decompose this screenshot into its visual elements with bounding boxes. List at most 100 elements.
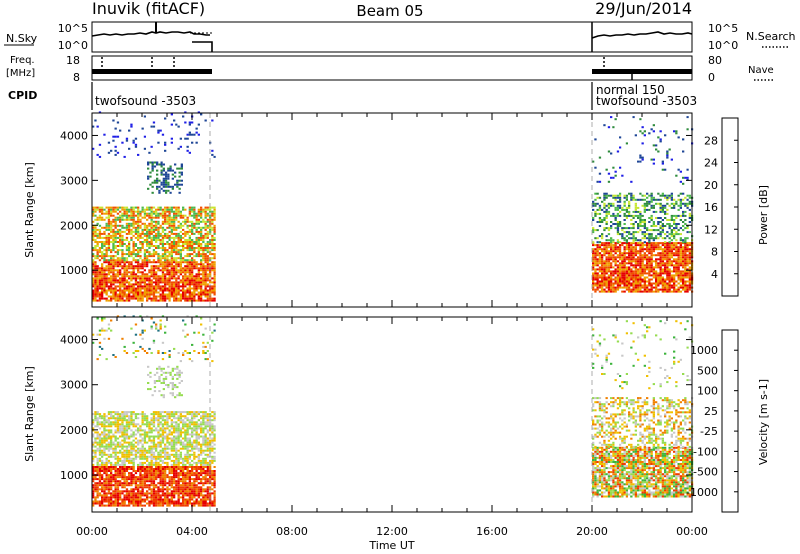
power-cell	[641, 231, 644, 234]
power-cell	[146, 295, 149, 298]
velocity-cell	[202, 488, 205, 491]
power-cell	[605, 282, 608, 285]
velocity-cell	[143, 494, 146, 497]
power-cell	[664, 212, 667, 215]
power-cell	[107, 261, 111, 264]
velocity-cell	[112, 500, 115, 503]
velocity-cell	[193, 490, 196, 493]
power-cell	[619, 225, 622, 227]
power-cell	[641, 280, 644, 283]
velocity-cell	[98, 423, 102, 426]
power-cell	[682, 229, 685, 232]
velocity-cell	[159, 500, 162, 503]
power-cell	[646, 268, 649, 271]
power-cell	[186, 283, 189, 286]
power-cell	[614, 286, 617, 289]
power-cell	[200, 289, 203, 292]
power-cell	[166, 293, 169, 296]
power-cell	[94, 261, 97, 264]
power-cell	[175, 243, 178, 245]
velocity-cell	[177, 492, 180, 495]
power-cell	[184, 241, 187, 243]
velocity-cell	[146, 480, 149, 483]
power-cell	[191, 295, 194, 298]
power-cell	[632, 227, 635, 230]
power-cell	[206, 232, 209, 235]
power-cell	[598, 276, 602, 279]
velocity-cell	[134, 488, 138, 491]
power-cell	[664, 241, 667, 244]
power-cell	[130, 239, 133, 241]
power-cell	[614, 174, 617, 177]
power-cell	[646, 272, 649, 275]
power-cell	[105, 269, 108, 272]
power-cell	[182, 214, 185, 217]
power-cell	[125, 139, 129, 142]
power-cell	[107, 228, 111, 231]
power-cell	[121, 273, 124, 276]
velocity-cell	[134, 472, 138, 475]
power-cell	[96, 273, 99, 276]
velocity-cell	[152, 474, 156, 477]
power-cell	[596, 254, 599, 257]
power-cell	[94, 255, 97, 258]
power-cell	[175, 226, 178, 229]
velocity-cell	[134, 502, 138, 505]
power-cell	[101, 232, 104, 235]
power-cell	[116, 249, 120, 252]
power-cell	[652, 276, 655, 279]
power-cell	[673, 284, 676, 287]
velocity-cell	[105, 504, 108, 507]
power-cell	[92, 232, 95, 235]
power-cell	[186, 265, 189, 268]
power-cell	[202, 299, 205, 302]
power-cell	[152, 293, 156, 296]
power-cell	[182, 277, 185, 280]
power-cell	[596, 250, 599, 253]
power-cell	[598, 266, 602, 269]
freq-left-tick-top: 18	[66, 54, 80, 67]
power-cell	[188, 285, 191, 288]
power-cell	[610, 248, 613, 251]
power-cell	[130, 206, 133, 209]
velocity-cell	[128, 496, 131, 499]
power-cell	[103, 230, 106, 233]
power-cell	[200, 113, 203, 116]
velocity-cell	[96, 463, 99, 466]
power-cell	[193, 281, 196, 284]
noise-sky-trace-3	[591, 31, 693, 39]
power-cell	[166, 297, 169, 300]
power-cell	[157, 257, 160, 260]
power-cell	[610, 244, 613, 247]
velocity-cell	[101, 451, 104, 454]
power-cell	[103, 271, 106, 274]
power-cell	[657, 274, 660, 277]
power-cell	[155, 208, 158, 211]
power-cell	[598, 206, 602, 209]
velocity-cell	[123, 504, 126, 507]
velocity-cell	[96, 417, 99, 420]
velocity-cell	[159, 504, 162, 507]
velocity-cell	[92, 496, 95, 499]
power-cell	[673, 233, 676, 236]
power-cell	[173, 236, 176, 239]
power-cell	[623, 212, 626, 215]
power-cell	[161, 212, 165, 215]
velocity-cell	[123, 496, 126, 499]
power-cell	[619, 198, 622, 201]
power-cell	[182, 267, 185, 270]
velocity-cell	[94, 488, 97, 491]
power-cell	[137, 263, 140, 266]
velocity-cell	[209, 494, 212, 497]
power-cell	[119, 210, 122, 213]
power-cell	[200, 232, 203, 235]
power-cell	[204, 216, 207, 219]
power-cell	[592, 274, 595, 277]
power-cell	[204, 222, 207, 225]
power-cell	[175, 299, 178, 302]
power-cell	[92, 234, 95, 237]
velocity-cell	[173, 492, 176, 495]
velocity-cell	[166, 502, 169, 505]
power-cell	[186, 271, 189, 274]
velocity-cell	[130, 474, 133, 477]
